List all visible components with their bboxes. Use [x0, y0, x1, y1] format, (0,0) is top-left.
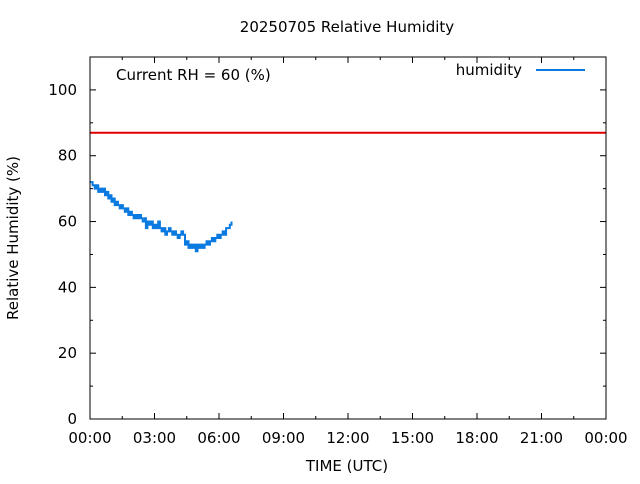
y-tick-label: 60	[58, 213, 77, 231]
x-tick-label: 15:00	[391, 429, 434, 447]
y-tick-label: 0	[67, 410, 77, 428]
y-tick-label: 20	[58, 344, 77, 362]
plot-frame	[89, 56, 607, 420]
legend: humidity	[456, 61, 585, 79]
plot-area	[90, 131, 606, 253]
y-tick-label: 80	[58, 147, 77, 165]
x-tick-label: 03:00	[133, 429, 176, 447]
x-axis-label: TIME (UTC)	[305, 457, 388, 475]
x-tick-label: 09:00	[262, 429, 305, 447]
chart-title: 20250705 Relative Humidity	[240, 18, 455, 36]
x-tick-label: 00:00	[68, 429, 111, 447]
legend-label-humidity: humidity	[456, 61, 522, 79]
x-tick-label: 21:00	[520, 429, 563, 447]
y-tick-label: 40	[58, 278, 77, 296]
x-tick-label: 12:00	[326, 429, 369, 447]
y-axis-label: Relative Humidity (%)	[4, 156, 22, 320]
current-rh-annotation: Current RH = 60 (%)	[116, 66, 271, 84]
series-line-humidity	[90, 181, 233, 253]
x-tick-label: 00:00	[584, 429, 627, 447]
x-tick-label: 18:00	[455, 429, 498, 447]
y-tick-label: 100	[48, 81, 77, 99]
x-tick-label: 06:00	[197, 429, 240, 447]
